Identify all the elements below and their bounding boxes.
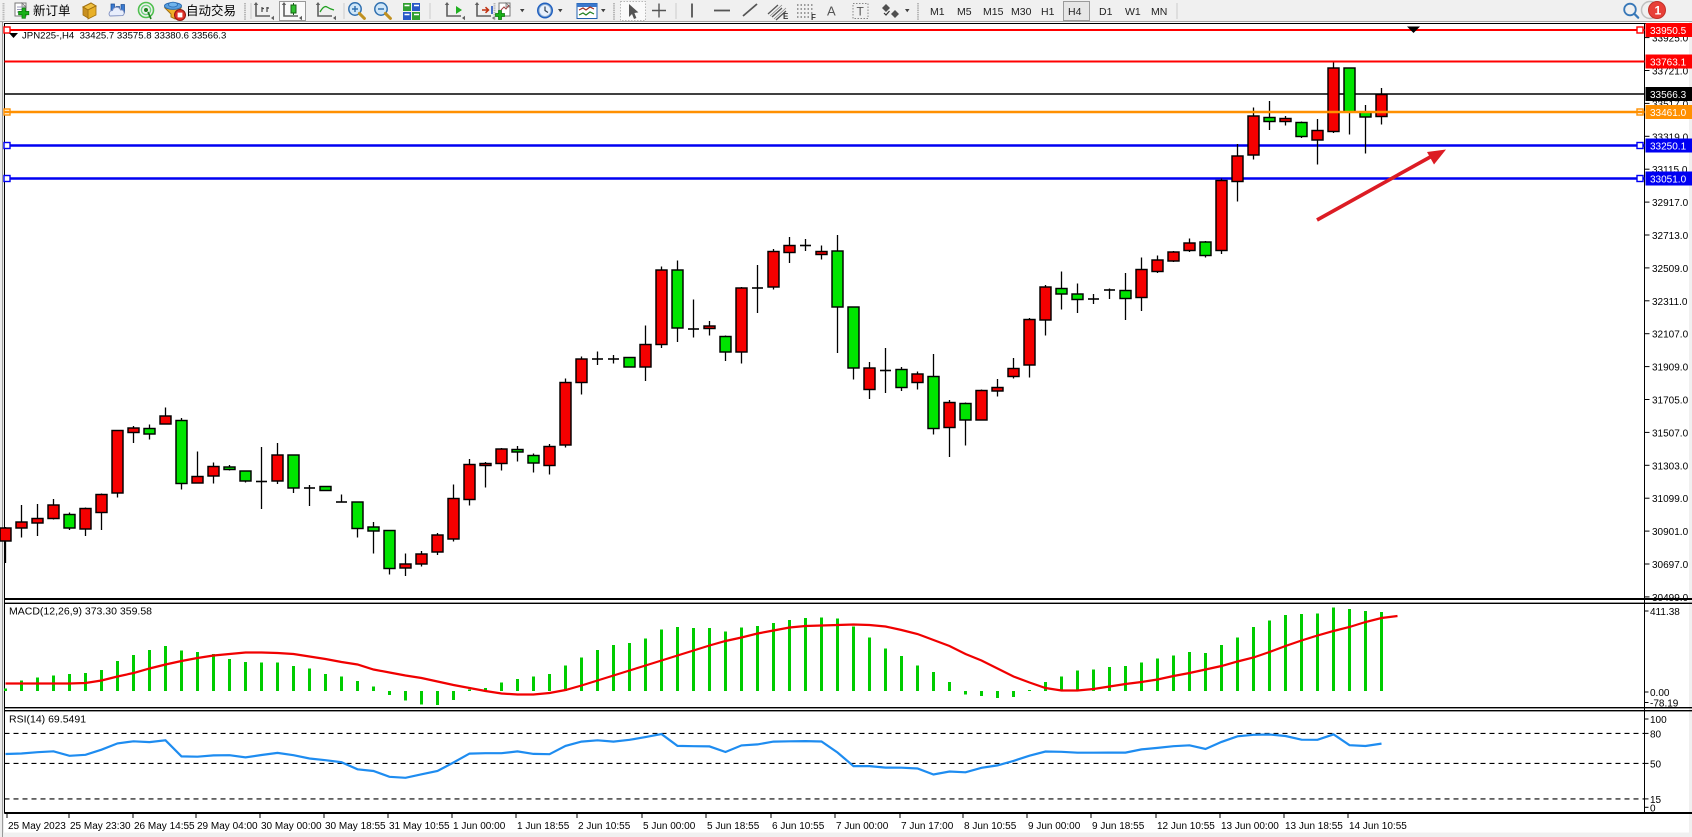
svg-text:29 May 04:00: 29 May 04:00 [197, 821, 258, 832]
svg-text:-78.19: -78.19 [1650, 699, 1679, 710]
svg-text:A: A [827, 4, 836, 19]
svg-text:5 Jun 18:55: 5 Jun 18:55 [707, 821, 760, 832]
svg-text:31909.0: 31909.0 [1652, 363, 1689, 374]
svg-text:33115.0: 33115.0 [1652, 165, 1688, 176]
svg-text:31705.0: 31705.0 [1652, 396, 1689, 407]
svg-text:32713.0: 32713.0 [1652, 231, 1689, 242]
svg-text:25 May 2023: 25 May 2023 [8, 821, 66, 832]
svg-text:1 Jun 00:00: 1 Jun 00:00 [453, 821, 506, 832]
svg-text:33763.1: 33763.1 [1650, 58, 1687, 69]
svg-text:15: 15 [1650, 795, 1662, 806]
svg-text:M15: M15 [983, 6, 1004, 18]
svg-text:0: 0 [1650, 803, 1656, 814]
svg-text:M5: M5 [957, 6, 972, 18]
svg-text:14 Jun 10:55: 14 Jun 10:55 [1349, 821, 1407, 832]
svg-text:33319.0: 33319.0 [1652, 132, 1689, 143]
svg-text:7 Jun 17:00: 7 Jun 17:00 [901, 821, 954, 832]
svg-text:1 Jun 18:55: 1 Jun 18:55 [517, 821, 570, 832]
svg-text:RSI(14) 69.5491: RSI(14) 69.5491 [9, 714, 86, 726]
svg-text:30697.0: 30697.0 [1652, 560, 1689, 571]
svg-text:32509.0: 32509.0 [1652, 264, 1689, 275]
svg-text:H4: H4 [1068, 6, 1082, 18]
svg-text:31507.0: 31507.0 [1652, 428, 1689, 439]
svg-text:9 Jun 18:55: 9 Jun 18:55 [1092, 821, 1145, 832]
svg-text:33950.5: 33950.5 [1650, 26, 1687, 37]
svg-text:80: 80 [1650, 729, 1662, 740]
svg-text:13 Jun 00:00: 13 Jun 00:00 [1221, 821, 1279, 832]
svg-text:411.38: 411.38 [1650, 607, 1680, 618]
svg-text:MN: MN [1151, 6, 1167, 18]
svg-text:32311.0: 32311.0 [1652, 297, 1688, 308]
svg-text:33925.0: 33925.0 [1652, 34, 1689, 45]
svg-text:32917.0: 32917.0 [1652, 198, 1689, 209]
svg-text:25 May 23:30: 25 May 23:30 [70, 821, 131, 832]
svg-text:31099.0: 31099.0 [1652, 494, 1689, 505]
svg-text:D1: D1 [1099, 6, 1113, 18]
svg-text:31 May 10:55: 31 May 10:55 [389, 821, 450, 832]
svg-text:M1: M1 [930, 6, 945, 18]
svg-text:8 Jun 10:55: 8 Jun 10:55 [964, 821, 1017, 832]
svg-text:E: E [783, 12, 789, 21]
svg-text:M30: M30 [1011, 6, 1032, 18]
svg-text:31303.0: 31303.0 [1652, 461, 1689, 472]
svg-text:T: T [857, 5, 865, 19]
svg-text:13 Jun 18:55: 13 Jun 18:55 [1285, 821, 1343, 832]
svg-text:MACD(12,26,9) 373.30 359.58: MACD(12,26,9) 373.30 359.58 [9, 606, 152, 618]
svg-text:100: 100 [1650, 715, 1667, 726]
svg-text:30 May 00:00: 30 May 00:00 [261, 821, 322, 832]
svg-text:33051.0: 33051.0 [1650, 175, 1687, 186]
svg-text:30499.0: 30499.0 [1652, 593, 1689, 604]
svg-text:30 May 18:55: 30 May 18:55 [325, 821, 386, 832]
svg-text:33721.0: 33721.0 [1652, 67, 1689, 78]
svg-text:7 Jun 00:00: 7 Jun 00:00 [836, 821, 889, 832]
svg-text:0.00: 0.00 [1650, 688, 1670, 699]
svg-text:F: F [811, 13, 816, 22]
svg-text:2 Jun 10:55: 2 Jun 10:55 [578, 821, 631, 832]
svg-text:H1: H1 [1041, 6, 1055, 18]
svg-text:33250.1: 33250.1 [1650, 142, 1687, 153]
svg-text:1: 1 [1655, 4, 1662, 18]
svg-text:5 Jun 00:00: 5 Jun 00:00 [643, 821, 696, 832]
svg-text:W1: W1 [1125, 6, 1141, 18]
svg-text:自动交易: 自动交易 [186, 3, 236, 18]
svg-text:33461.0: 33461.0 [1650, 108, 1687, 119]
svg-text:33517.0: 33517.0 [1652, 99, 1689, 110]
svg-text:JPN225-,H4 33425.7 33575.8 33: JPN225-,H4 33425.7 33575.8 33380.6 33566… [22, 31, 226, 42]
svg-text:50: 50 [1650, 759, 1662, 770]
svg-text:6 Jun 10:55: 6 Jun 10:55 [772, 821, 825, 832]
svg-text:12 Jun 10:55: 12 Jun 10:55 [1157, 821, 1215, 832]
svg-text:33566.3: 33566.3 [1650, 90, 1687, 101]
svg-text:新订单: 新订单 [33, 3, 71, 18]
svg-text:32107.0: 32107.0 [1652, 330, 1689, 341]
svg-text:26 May 14:55: 26 May 14:55 [134, 821, 195, 832]
svg-text:30901.0: 30901.0 [1652, 527, 1689, 538]
svg-text:9 Jun 00:00: 9 Jun 00:00 [1028, 821, 1081, 832]
